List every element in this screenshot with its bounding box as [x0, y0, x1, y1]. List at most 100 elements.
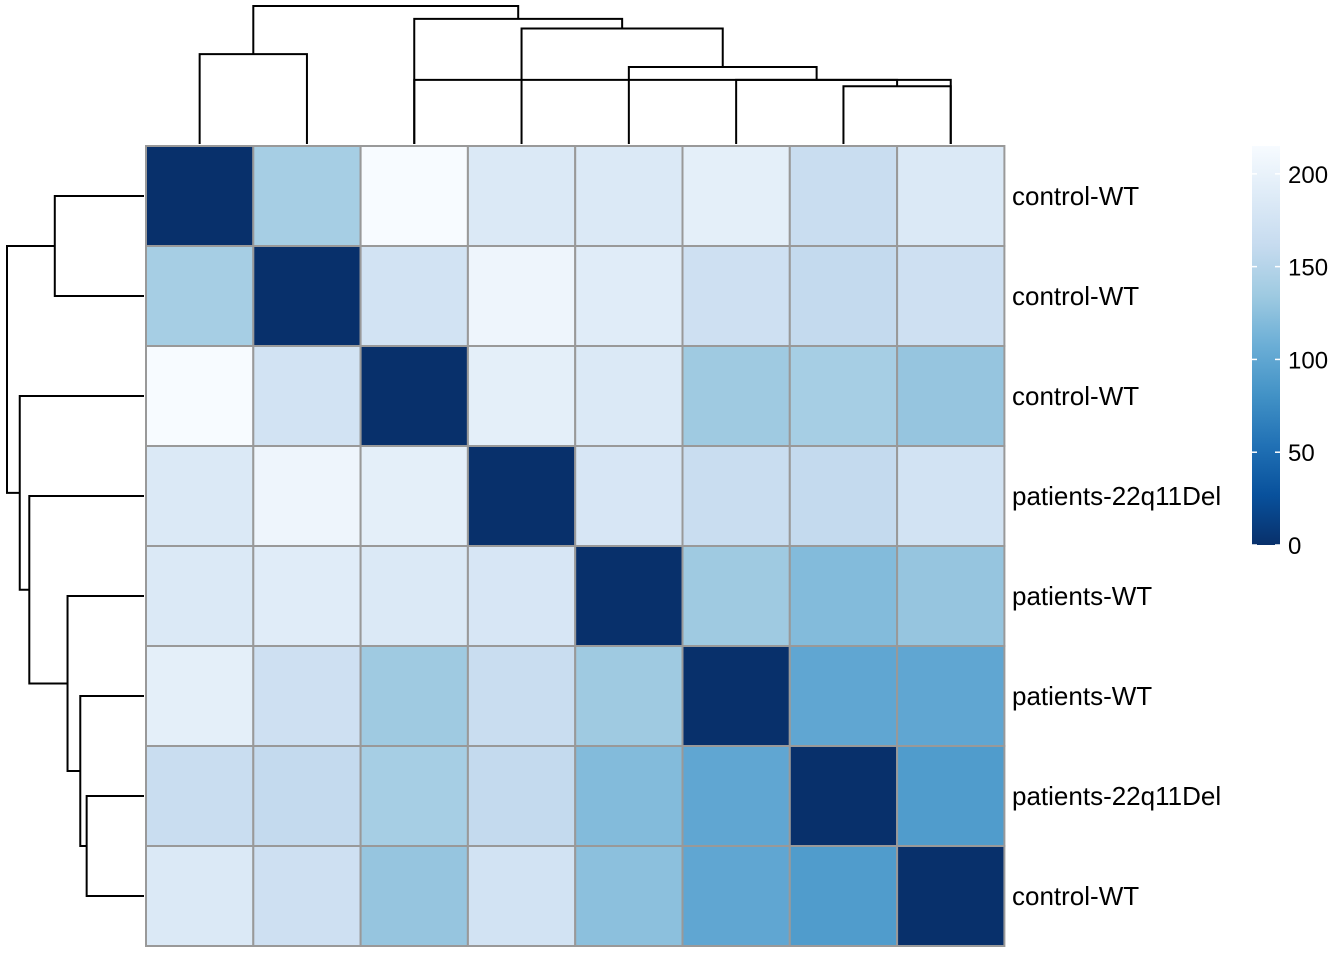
heatmap-cell: [574, 645, 684, 747]
row-dendrogram-branch: [6, 245, 55, 494]
heatmap-cell: [896, 445, 1006, 547]
heatmap-cell: [252, 545, 362, 647]
heatmap-cell: [145, 845, 255, 947]
heatmap-cell: [359, 345, 469, 447]
heatmap-cell: [359, 245, 469, 347]
heatmap-cell: [252, 745, 362, 847]
column-dendrogram-branch: [735, 78, 899, 144]
column-dendrogram-branch: [198, 53, 308, 144]
heatmap-cell: [145, 745, 255, 847]
heatmap-cell: [466, 545, 577, 647]
heatmap-cell: [466, 845, 577, 947]
heatmap-cell: [788, 645, 899, 747]
heatmap-cell: [788, 745, 899, 847]
heatmap-cell: [466, 145, 577, 247]
heatmap-cell: [145, 145, 255, 247]
heatmap-cell: [681, 845, 791, 947]
heatmap-cell: [359, 645, 469, 747]
row-label: patients-22q11Del: [1012, 781, 1221, 811]
heatmap-cell: [896, 345, 1006, 447]
heatmap-cells: [145, 145, 1006, 947]
heatmap-cell: [466, 445, 577, 547]
heatmap-cell: [359, 445, 469, 547]
heatmap-cell: [681, 345, 791, 447]
colorbar-tick-label: 0: [1288, 533, 1301, 560]
colorbar-tick-label: 50: [1288, 440, 1315, 467]
row-dendrogram-branch: [66, 595, 144, 772]
heatmap-cell: [252, 445, 362, 547]
heatmap-cell: [681, 445, 791, 547]
column-dendrogram-branch: [842, 85, 952, 144]
heatmap-cell: [574, 145, 684, 247]
heatmap-cell: [145, 245, 255, 347]
colorbar-tick-label: 100: [1288, 347, 1328, 374]
heatmap-cell: [681, 545, 791, 647]
heatmap-cell: [252, 645, 362, 747]
heatmap-cell: [788, 345, 899, 447]
row-dendrogram-branch: [53, 195, 144, 297]
heatmap-cell: [252, 845, 362, 947]
heatmap-cell: [574, 245, 684, 347]
heatmap-cell: [788, 545, 899, 647]
heatmap-cell: [788, 445, 899, 547]
row-dendrogram: [6, 195, 144, 897]
row-label: patients-22q11Del: [1012, 481, 1221, 511]
column-dendrogram: [198, 5, 952, 144]
column-dendrogram-branch: [413, 78, 952, 144]
heatmap-cell: [574, 545, 684, 647]
heatmap-cell: [574, 745, 684, 847]
row-dendrogram-branch: [18, 395, 144, 591]
heatmap-cell: [681, 145, 791, 247]
column-dendrogram-branch: [252, 5, 520, 55]
heatmap-cell: [574, 445, 684, 547]
heatmap-cell: [252, 245, 362, 347]
colorbar-tick-label: 150: [1288, 255, 1328, 282]
row-label: patients-WT: [1012, 681, 1152, 711]
row-label: control-WT: [1012, 181, 1139, 211]
heatmap-cell: [681, 645, 791, 747]
colorbar-tick-label: 200: [1288, 162, 1328, 189]
row-dendrogram-branch: [28, 495, 144, 685]
colorbar-ticks: 0 50 100 150 200: [1252, 162, 1328, 560]
row-labels: control-WT control-WT control-WT patients-2…: [1012, 181, 1221, 911]
heatmap-cell: [466, 245, 577, 347]
heatmap-cell: [252, 145, 362, 247]
heatmap-cell: [145, 645, 255, 747]
heatmap-cell: [896, 845, 1006, 947]
heatmap-cell: [681, 245, 791, 347]
heatmap-cell: [788, 845, 899, 947]
heatmap-cell: [145, 545, 255, 647]
heatmap-cell: [788, 145, 899, 247]
row-dendrogram-branch: [85, 795, 144, 897]
heatmap-cell: [145, 345, 255, 447]
row-label: control-WT: [1012, 881, 1139, 911]
column-dendrogram-branch: [413, 17, 624, 144]
heatmap-cell: [574, 845, 684, 947]
heatmap-cell: [359, 845, 469, 947]
colorbar-legend: 0 50 100 150 200: [1252, 146, 1328, 560]
heatmap-cell: [466, 645, 577, 747]
heatmap-cell: [896, 645, 1006, 747]
heatmap-cell: [359, 745, 469, 847]
column-dendrogram-branch: [627, 65, 818, 144]
heatmap-cell: [788, 245, 899, 347]
heatmap-cell: [681, 745, 791, 847]
heatmap-cell: [145, 445, 255, 547]
heatmap-cell: [896, 245, 1006, 347]
heatmap-cell: [466, 745, 577, 847]
row-label: control-WT: [1012, 381, 1139, 411]
column-dendrogram-branch: [520, 27, 724, 144]
row-label: patients-WT: [1012, 581, 1152, 611]
heatmap-cell: [359, 545, 469, 647]
heatmap-cell: [896, 745, 1006, 847]
heatmap-cell: [574, 345, 684, 447]
heatmap-cell: [896, 545, 1006, 647]
heatmap-cell: [252, 345, 362, 447]
row-dendrogram-branch: [79, 695, 144, 847]
heatmap-cell: [359, 145, 469, 247]
colorbar-gradient: [1252, 146, 1280, 545]
heatmap-cell: [466, 345, 577, 447]
row-label: control-WT: [1012, 281, 1139, 311]
heatmap-cell: [896, 145, 1006, 247]
